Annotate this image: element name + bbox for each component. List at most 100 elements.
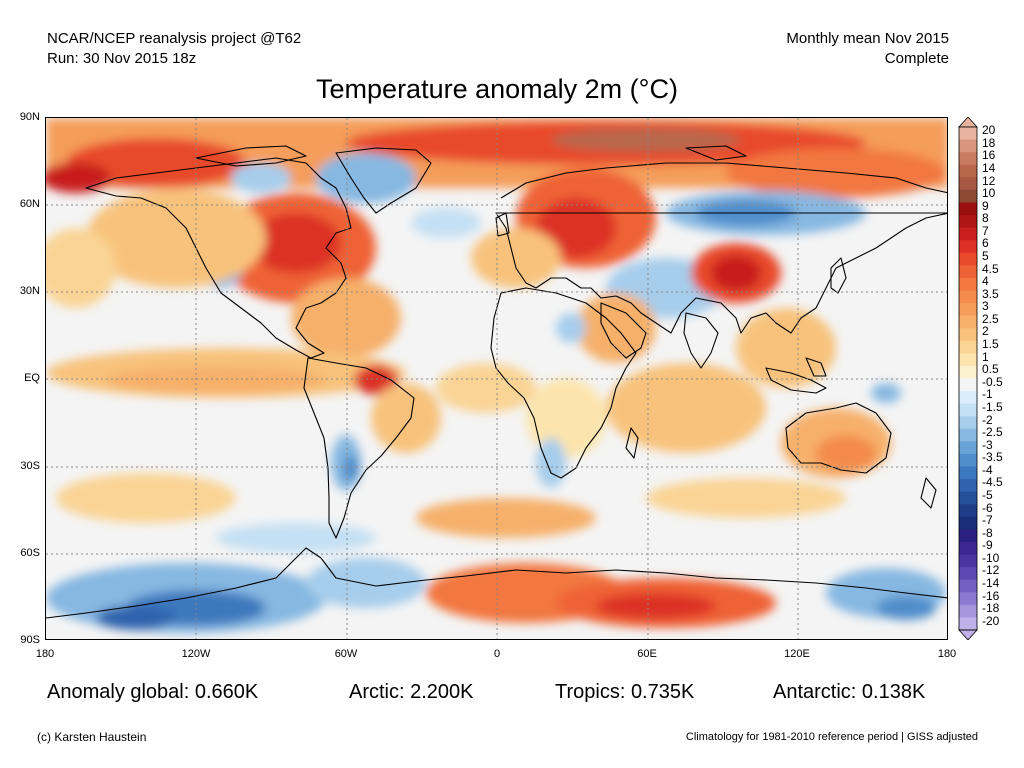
global-anomaly: Anomaly global: 0.660K — [47, 681, 259, 703]
colorbar-swatch — [959, 504, 977, 518]
colorbar-swatch — [959, 127, 977, 141]
colorbar-label: -16 — [982, 588, 1000, 603]
colorbar-label: -0.5 — [982, 374, 1003, 389]
colorbar-label: -1.5 — [982, 399, 1003, 414]
colorbar-swatch — [959, 340, 977, 354]
colorbar-swatch — [959, 541, 977, 556]
colorbar-label: -20 — [982, 613, 1000, 628]
colorbar-label: 16 — [982, 148, 996, 163]
colorbar-swatch — [959, 277, 977, 291]
colorbar-label: 20 — [982, 123, 996, 138]
colorbar-swatch — [959, 441, 977, 455]
colorbar-swatch — [959, 202, 977, 216]
colorbar-swatch — [959, 365, 977, 379]
colorbar-label: -2 — [982, 412, 993, 427]
colorbar-label: 10 — [982, 186, 996, 201]
colorbar-swatch — [959, 152, 977, 166]
colorbar-swatch — [959, 403, 977, 417]
temperature-anomaly-map — [45, 117, 948, 640]
arctic-anomaly: Arctic: 2.200K — [349, 681, 474, 703]
lon-label-180w: 180 — [35, 648, 55, 660]
colorbar-label: 18 — [982, 135, 996, 150]
period-label: Monthly mean Nov 2015 — [786, 30, 949, 47]
colorbar-label: 2 — [982, 324, 989, 339]
period-info: Monthly mean Nov 2015 Complete — [786, 29, 949, 69]
colorbar-swatch — [959, 215, 977, 229]
colorbar-label: -6 — [982, 500, 993, 515]
colorbar-label: -2.5 — [982, 425, 1003, 440]
colorbar-bottom-arrow — [958, 629, 978, 640]
colorbar-swatch — [959, 604, 977, 618]
tropics-anomaly: Tropics: 0.735K — [555, 681, 695, 703]
colorbar-label: 4 — [982, 274, 989, 289]
colorbar-swatch — [959, 240, 977, 254]
colorbar-swatch — [959, 139, 977, 153]
colorbar-label: 9 — [982, 198, 989, 213]
colorbar-label: -3 — [982, 437, 993, 452]
colorbar-label: -10 — [982, 550, 1000, 565]
colorbar-frame — [958, 126, 978, 631]
colorbar-swatch — [959, 252, 977, 266]
colorbar-label: 1 — [982, 349, 989, 364]
colorbar-label: -4 — [982, 462, 993, 477]
colorbar-swatch — [959, 529, 977, 543]
colorbar-label: 5 — [982, 249, 989, 264]
graticule — [46, 118, 947, 639]
colorbar-swatch — [959, 177, 977, 191]
lon-label-120e: 120E — [784, 648, 810, 660]
colorbar-swatch — [959, 617, 977, 631]
lat-label-90n: 90N — [19, 111, 40, 123]
colorbar-swatch — [959, 416, 977, 430]
colorbar-label: -1 — [982, 387, 993, 402]
lat-label-90s: 90S — [20, 634, 40, 646]
colorbar-swatch — [959, 592, 977, 606]
lat-label-30n: 30N — [19, 285, 40, 297]
colorbar-label: -7 — [982, 513, 993, 528]
colorbar-swatch — [959, 491, 977, 505]
author-credit: (c) Karsten Haustein — [37, 730, 147, 744]
colorbar-label: -8 — [982, 525, 993, 540]
lon-label-0: 0 — [493, 648, 501, 660]
colorbar-label: 8 — [982, 211, 989, 226]
colorbar-swatch — [959, 453, 977, 468]
colorbar-top-arrow — [958, 117, 978, 128]
project-label: NCAR/NCEP reanalysis project @T62 — [47, 30, 302, 47]
lat-label-30s: 30S — [20, 460, 40, 472]
colorbar-swatch — [959, 479, 977, 493]
colorbar-label: -14 — [982, 575, 1000, 590]
colorbar-label: -5 — [982, 487, 993, 502]
colorbar-swatch — [959, 567, 977, 581]
colorbar-label: 2.5 — [982, 311, 999, 326]
colorbar-label: -18 — [982, 601, 1000, 616]
lat-label-60s: 60S — [20, 547, 40, 559]
colorbar-label: 1.5 — [982, 337, 999, 352]
colorbar-swatch — [959, 428, 977, 442]
climatology-note: Climatology for 1981-2010 reference peri… — [685, 731, 978, 743]
colorbar-label: 7 — [982, 223, 989, 238]
run-label: Run: 30 Nov 2015 18z — [47, 50, 197, 67]
colorbar-label: 6 — [982, 236, 989, 251]
colorbar-swatch — [959, 265, 977, 279]
status-label: Complete — [884, 50, 949, 67]
colorbar-swatch — [959, 328, 977, 342]
map-title: Temperature anomaly 2m (°C) — [316, 74, 678, 104]
colorbar-label: 3.5 — [982, 286, 999, 301]
lat-label-60n: 60N — [19, 198, 40, 210]
colorbar-swatch — [959, 303, 977, 317]
lon-label-180e: 180 — [937, 648, 957, 660]
colorbar-label: -4.5 — [982, 475, 1003, 490]
colorbar-swatch — [959, 164, 977, 178]
colorbar-swatch — [959, 315, 977, 329]
colorbar-swatch — [959, 466, 977, 480]
colorbar-swatch — [959, 353, 977, 367]
colorbar-swatch — [959, 391, 977, 405]
colorbar-label: 4.5 — [982, 261, 999, 276]
colorbar — [958, 117, 978, 640]
colorbar-label: -3.5 — [982, 450, 1003, 465]
colorbar-label: 3 — [982, 299, 989, 314]
colorbar-swatch — [959, 290, 977, 304]
colorbar-label: -12 — [982, 563, 1000, 578]
colorbar-label: -9 — [982, 538, 993, 553]
colorbar-label: 14 — [982, 161, 996, 175]
run-info: NCAR/NCEP reanalysis project @T62 Run: 3… — [47, 29, 301, 69]
